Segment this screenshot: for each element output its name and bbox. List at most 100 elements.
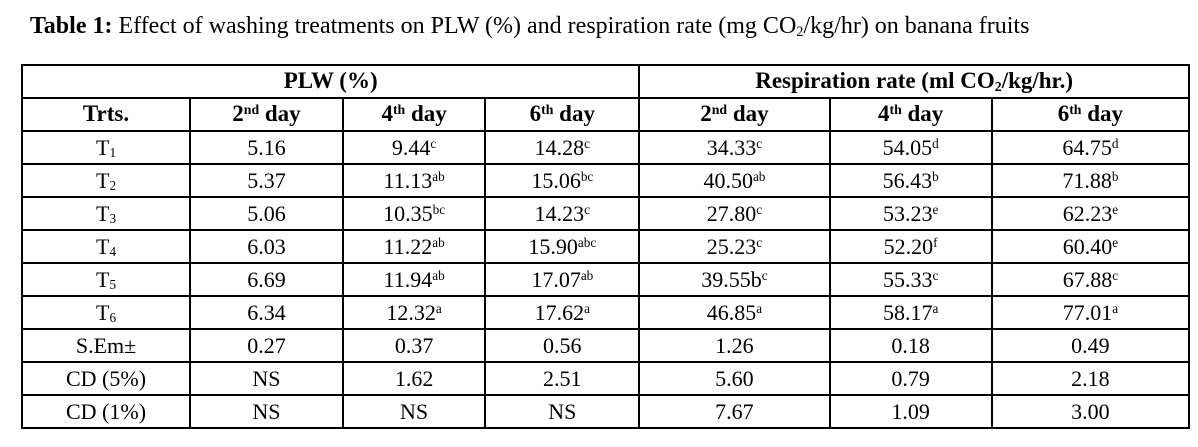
data-cell: 6.34	[189, 295, 344, 330]
text-segment: 0.79	[891, 365, 930, 391]
row-label: T4	[20, 229, 192, 264]
data-cell: 7.67	[638, 394, 831, 429]
superscript: nd	[243, 102, 260, 118]
text-segment: 15.06	[531, 167, 581, 193]
data-cell: 12.32a	[341, 295, 487, 330]
text-segment: 7.67	[715, 398, 754, 424]
group-header-row: PLW (%) Respiration rate (ml CO2/kg/hr.)	[20, 64, 1190, 99]
data-cell: 5.06	[189, 196, 344, 231]
text-segment: 15.90	[528, 233, 578, 259]
column-header-row: Trts. 2nd day 4th day 6th day 2nd day 4th day…	[20, 97, 1191, 132]
text-segment: 6.03	[247, 233, 286, 259]
superscript: bc	[432, 202, 446, 218]
superscript: b	[932, 169, 939, 185]
text-segment: T	[96, 200, 110, 226]
data-cell: 17.62a	[484, 295, 641, 330]
row-label: CD (1%)	[20, 394, 192, 429]
text-segment: 5.37	[247, 167, 286, 193]
row-label: T1	[20, 130, 192, 165]
text-segment: /kg/hr.)	[1001, 68, 1074, 94]
text-segment: 1.62	[394, 365, 434, 391]
text-segment: 11.94	[383, 266, 433, 292]
column-header-cell: 6th day	[990, 97, 1191, 132]
text-segment: 34.33	[706, 134, 757, 160]
superscript: c	[756, 202, 763, 218]
data-cell: 53.23e	[828, 196, 993, 231]
text-segment: T	[96, 299, 110, 325]
data-cell: 14.23c	[484, 196, 641, 231]
column-header-cell: 4th day	[341, 97, 487, 132]
column-header-cell: 2nd day	[189, 97, 344, 132]
text-segment: day	[405, 101, 447, 127]
data-cell: 15.90abc	[484, 229, 641, 264]
data-cell: 15.06bc	[484, 163, 641, 198]
data-cell: 0.27	[189, 328, 344, 363]
superscript: bc	[580, 169, 594, 185]
superscript: a	[1112, 301, 1119, 317]
data-cell: 9.44c	[341, 130, 487, 165]
superscript: c	[761, 268, 768, 284]
text-segment: CD (5%)	[66, 365, 147, 391]
superscript: ab	[752, 169, 766, 185]
text-segment: 62.23	[1062, 200, 1113, 226]
text-segment: 3.00	[1071, 398, 1110, 424]
row-label: T6	[20, 295, 192, 330]
text-segment: day	[553, 101, 595, 127]
text-segment: 2	[700, 101, 712, 127]
text-segment: 46.85	[706, 299, 757, 325]
superscript: abc	[577, 235, 597, 251]
superscript: ab	[580, 268, 594, 284]
text-segment: day	[1081, 101, 1124, 127]
data-cell: 34.33c	[638, 130, 831, 165]
text-segment: T	[96, 134, 110, 160]
data-cell: 5.16	[189, 130, 344, 165]
text-segment: 1.09	[891, 398, 930, 424]
column-header-cell: Trts.	[20, 97, 192, 132]
subscript: 5	[109, 277, 117, 293]
data-cell: 25.23c	[638, 229, 831, 264]
text-segment: 58.17	[882, 299, 933, 325]
data-cell: 5.60	[638, 361, 831, 396]
text-segment: 60.40	[1062, 233, 1113, 259]
text-segment: 1.26	[715, 332, 754, 358]
data-cell: 17.07ab	[484, 262, 641, 297]
superscript: d	[932, 136, 939, 152]
text-segment: 6.34	[247, 299, 286, 325]
text-segment: 55.33	[882, 266, 933, 292]
text-segment: 40.50	[703, 167, 753, 193]
table-row: T5 6.69 11.94ab 17.07ab 39.55bc 55.33c 67.88c	[20, 262, 1191, 297]
text-segment: 39.55b	[701, 266, 762, 292]
text-segment: S.Em±	[75, 332, 137, 358]
text-segment: T	[96, 233, 110, 259]
text-segment: 53.23	[882, 200, 933, 226]
subscript: 2	[796, 23, 804, 40]
data-cell: NS	[189, 394, 344, 429]
text-segment: 4	[877, 101, 890, 127]
text-segment: day	[901, 101, 944, 127]
data-cell: 11.22ab	[341, 229, 487, 264]
text-segment: 10.35	[383, 200, 433, 226]
text-segment: day	[259, 101, 301, 127]
treatments-table: PLW (%) Respiration rate (ml CO2/kg/hr.) …	[20, 64, 1191, 429]
data-cell: 58.17a	[828, 295, 993, 330]
text-segment: Table 1:	[30, 13, 113, 39]
superscript: c	[932, 268, 939, 284]
superscript: a	[584, 301, 590, 317]
subscript: 2	[109, 178, 117, 194]
data-cell: 11.94ab	[341, 262, 487, 297]
row-label: T3	[20, 196, 192, 231]
text-segment: 14.28	[534, 134, 585, 160]
text-segment: 9.44	[391, 134, 431, 160]
data-cell: 14.28c	[484, 130, 641, 165]
text-segment: T	[96, 266, 110, 292]
text-segment: 56.43	[882, 167, 933, 193]
text-segment: 0.56	[543, 332, 582, 358]
data-cell: 55.33c	[828, 262, 993, 297]
row-label: T5	[20, 262, 192, 297]
subscript: 4	[109, 244, 117, 260]
table-row: T6 6.34 12.32a 17.62a 46.85a 58.17a 77.01a	[20, 295, 1191, 330]
text-segment: /kg/hr) on banana fruits	[803, 13, 1030, 39]
text-segment: NS	[400, 398, 429, 424]
superscript: e	[1112, 202, 1119, 218]
superscript: a	[435, 301, 442, 317]
